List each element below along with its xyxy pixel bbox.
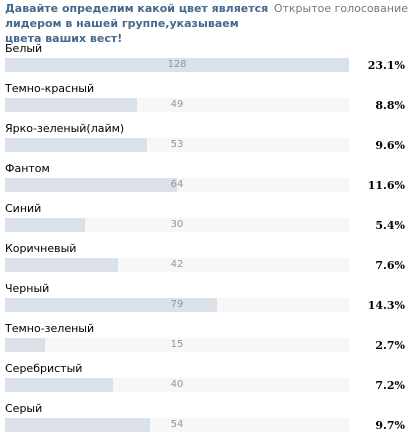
answer-bar[interactable]: 53: [5, 138, 349, 152]
answer-count: 30: [170, 219, 184, 230]
answer-bar[interactable]: 30: [5, 218, 349, 232]
answer-count: 79: [170, 299, 184, 310]
answer-label: Фантом: [5, 162, 50, 175]
answer-label: Коричневый: [5, 242, 77, 255]
answer-bar-fill: [5, 218, 86, 232]
poll-answer[interactable]: Серый 54 9.7%: [0, 400, 413, 432]
poll-answer[interactable]: Серебристый 40 7.2%: [0, 360, 413, 392]
poll-answer[interactable]: Белый 128 23.1%: [0, 40, 413, 72]
answer-count: 128: [167, 59, 187, 70]
answer-bar-fill: [5, 378, 113, 392]
answer-count: 49: [170, 99, 184, 110]
poll-answer[interactable]: Черный 79 14.3%: [0, 280, 413, 312]
answer-percent: 7.2%: [375, 379, 405, 392]
answer-count: 40: [170, 379, 184, 390]
answer-percent: 23.1%: [367, 59, 405, 72]
answer-bar-fill: [5, 418, 151, 432]
answer-bar-fill: [5, 138, 148, 152]
answer-bar-fill: [5, 258, 118, 272]
answer-count: 54: [170, 419, 184, 430]
answer-bar[interactable]: 64: [5, 178, 349, 192]
poll-type-label: Открытое голосование: [273, 2, 408, 15]
answer-percent: 9.7%: [375, 419, 405, 432]
answer-percent: 5.4%: [375, 219, 405, 232]
answer-bar[interactable]: 54: [5, 418, 349, 432]
poll-answer[interactable]: Коричневый 42 7.6%: [0, 240, 413, 272]
answer-bar-fill: [5, 178, 177, 192]
poll-answer[interactable]: Фантом 64 11.6%: [0, 160, 413, 192]
answer-percent: 9.6%: [375, 139, 405, 152]
answer-label: Серый: [5, 402, 43, 415]
answer-label: Серебристый: [5, 362, 83, 375]
answer-bar-fill: [5, 58, 349, 72]
answer-bar-fill: [5, 98, 137, 112]
answer-label: Темно-зеленый: [5, 322, 95, 335]
answer-bar-fill: [5, 298, 218, 312]
poll-answer[interactable]: Темно-зеленый 15 2.7%: [0, 320, 413, 352]
answer-bar[interactable]: 79: [5, 298, 349, 312]
answer-percent: 7.6%: [375, 259, 405, 272]
answer-label: Синий: [5, 202, 42, 215]
answer-bar[interactable]: 128: [5, 58, 349, 72]
answer-bar-fill: [5, 338, 46, 352]
answer-percent: 14.3%: [367, 299, 405, 312]
answer-bar[interactable]: 49: [5, 98, 349, 112]
answer-label: Белый: [5, 42, 43, 55]
poll-answer[interactable]: Синий 30 5.4%: [0, 200, 413, 232]
answer-label: Черный: [5, 282, 50, 295]
answer-count: 64: [170, 179, 184, 190]
answer-count: 53: [170, 139, 184, 150]
poll-title: Давайте определим какой цвет является ли…: [5, 2, 269, 45]
answer-bar[interactable]: 42: [5, 258, 349, 272]
poll-answer[interactable]: Темно-красный 49 8.8%: [0, 80, 413, 112]
answer-bar[interactable]: 15: [5, 338, 349, 352]
poll-header: Давайте определим какой цвет является ли…: [5, 1, 408, 45]
answer-label: Темно-красный: [5, 82, 95, 95]
answer-label: Ярко-зеленый(лайм): [5, 122, 125, 135]
answer-percent: 8.8%: [375, 99, 405, 112]
answer-bar[interactable]: 40: [5, 378, 349, 392]
answer-count: 42: [170, 259, 184, 270]
poll-answer[interactable]: Ярко-зеленый(лайм) 53 9.6%: [0, 120, 413, 152]
answer-percent: 11.6%: [367, 179, 405, 192]
answer-percent: 2.7%: [375, 339, 405, 352]
answer-count: 15: [170, 339, 184, 350]
